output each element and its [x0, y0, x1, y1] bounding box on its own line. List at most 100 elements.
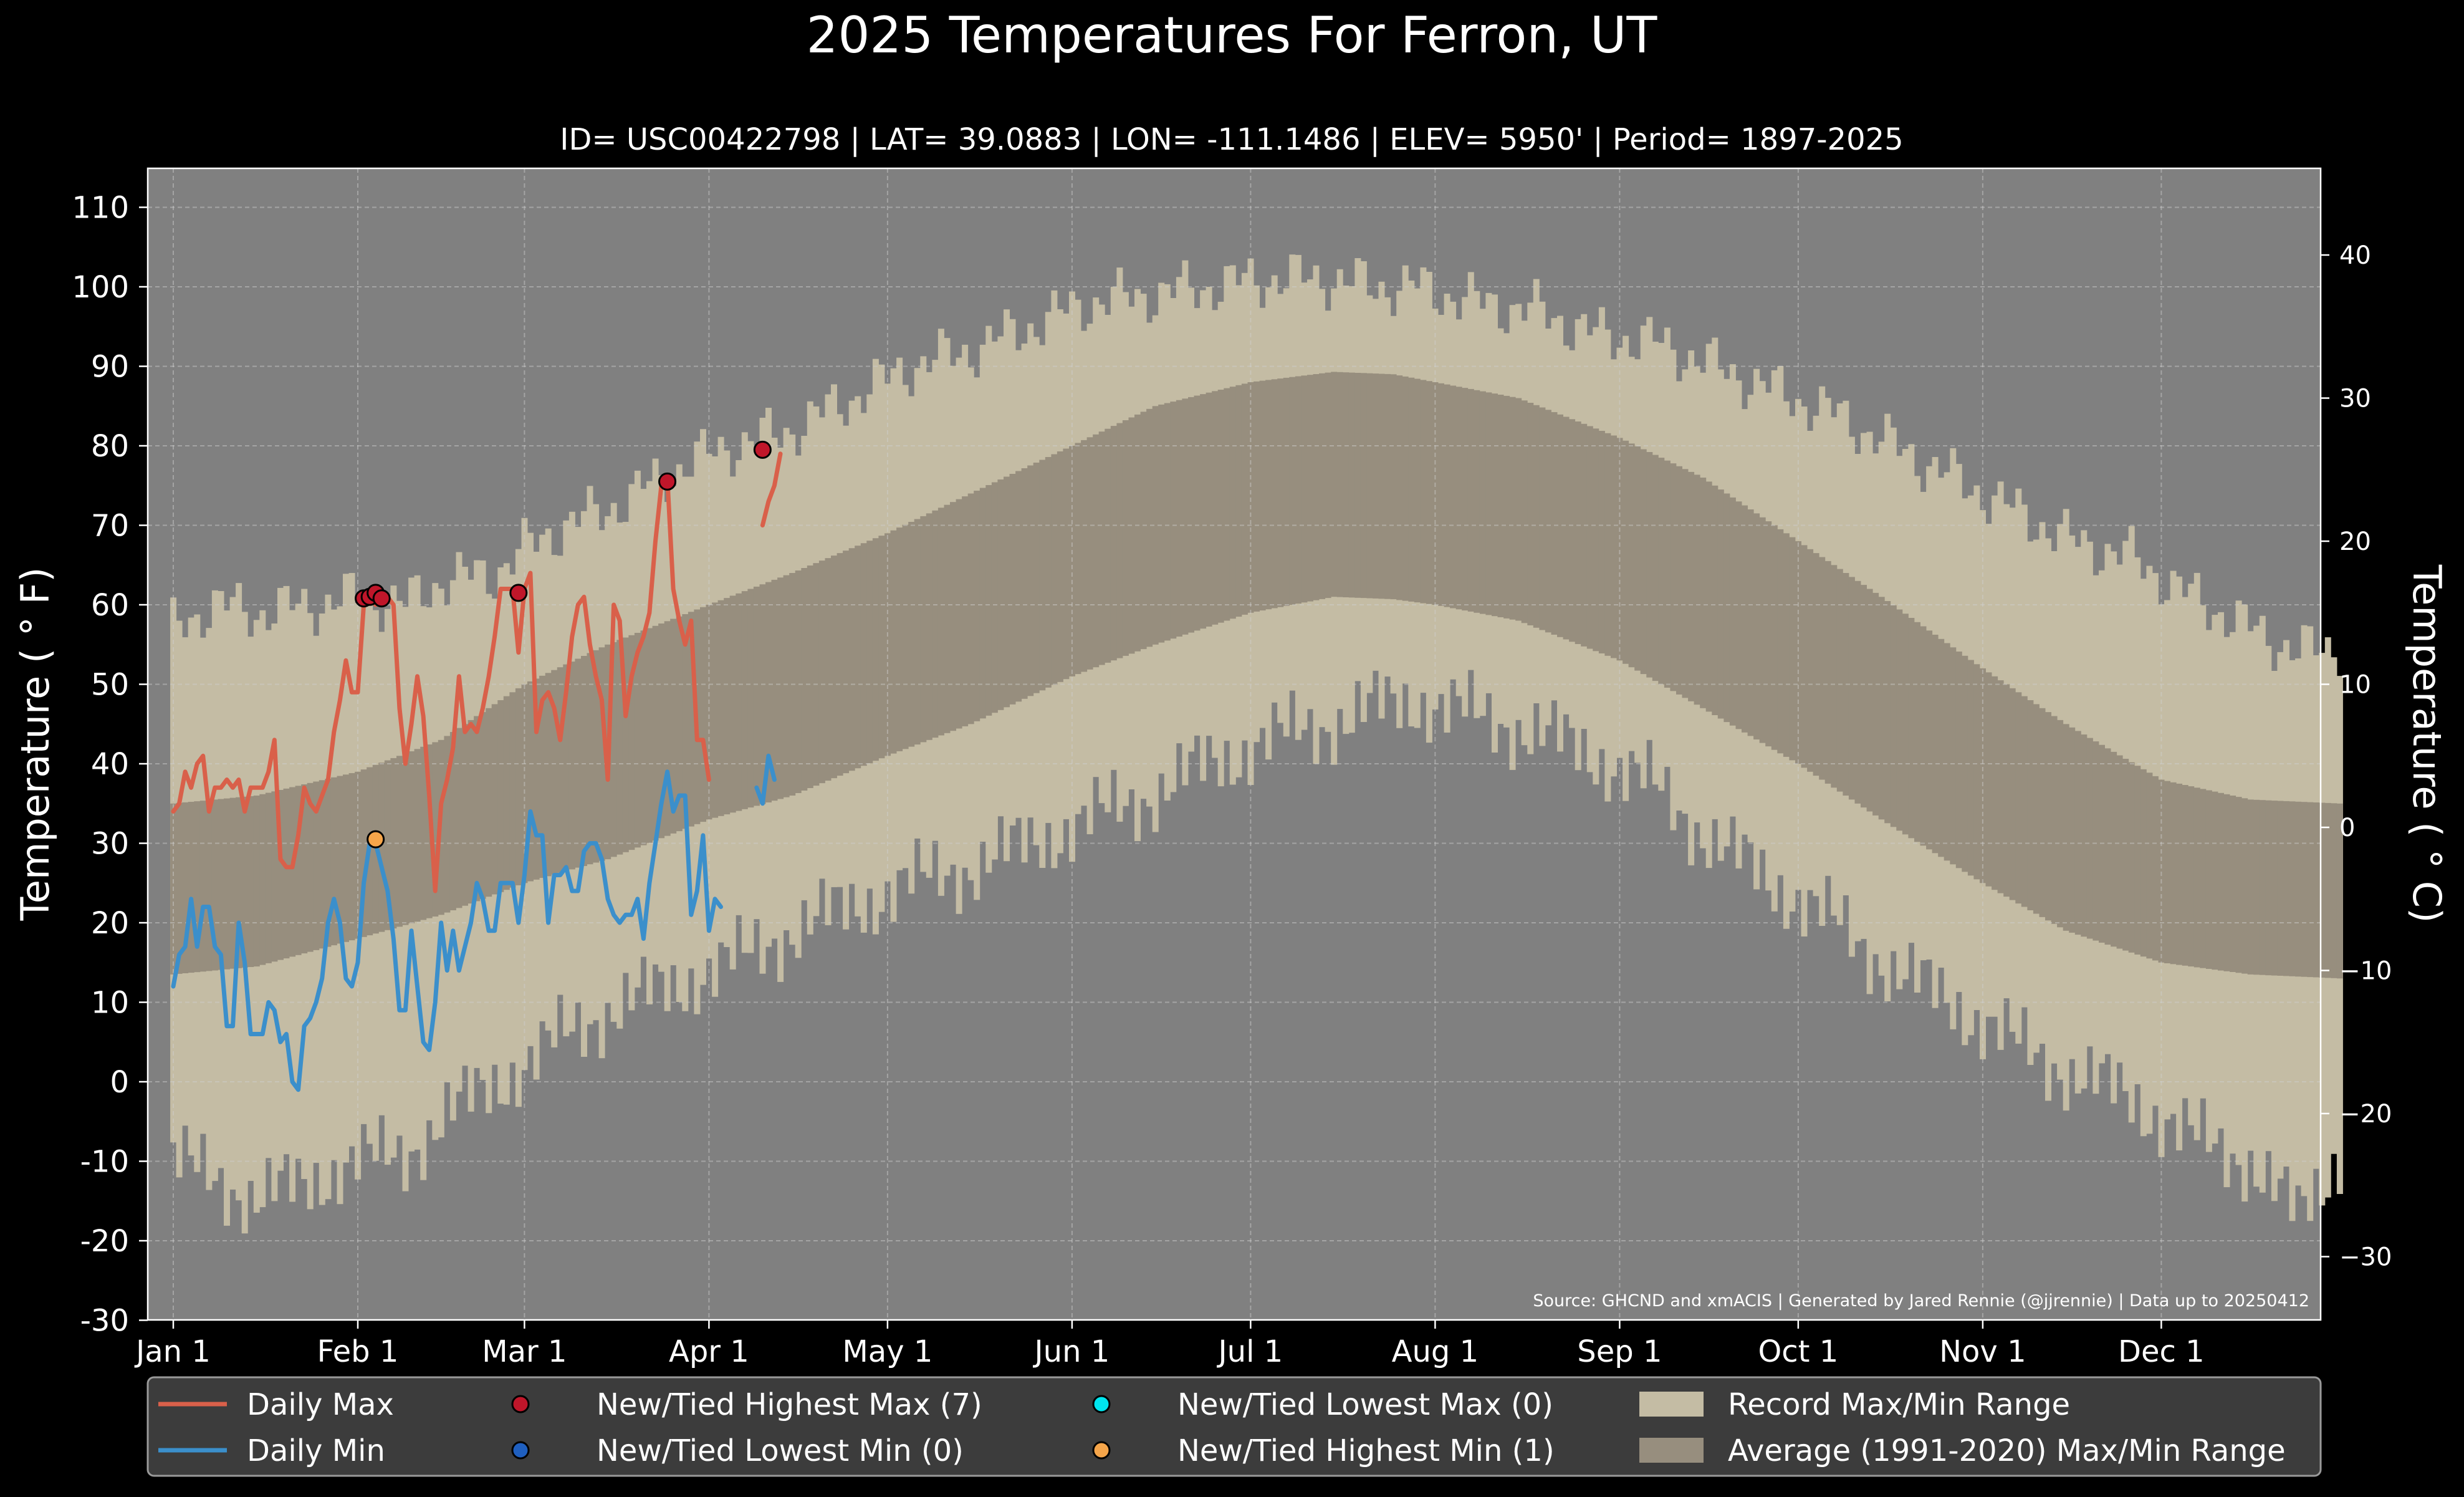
normal-range-bar [1235, 385, 1242, 617]
normal-range-bar [229, 797, 236, 969]
y2-tick-label: 40 [2339, 241, 2371, 270]
normal-range-bar [1694, 474, 1700, 705]
x-tick-label: Oct 1 [1758, 1334, 1838, 1369]
normal-range-bar [247, 796, 254, 967]
normal-range-bar [265, 792, 272, 963]
y-tick-label: 90 [91, 350, 129, 385]
normal-range-bar [2158, 779, 2165, 963]
normal-range-bar [2063, 724, 2069, 931]
normal-range-bar [1492, 393, 1498, 617]
source-note: Source: GHCND and xmACIS | Generated by … [1533, 1291, 2309, 1311]
normal-range-bar [1313, 374, 1320, 600]
normal-range-bar [575, 658, 582, 868]
normal-range-bar [241, 796, 248, 968]
normal-range-bar [1033, 463, 1040, 693]
normal-range-bar [1289, 377, 1296, 605]
normal-range-bar [1021, 468, 1028, 699]
normal-range-bar [985, 485, 992, 716]
normal-range-bar [2188, 786, 2195, 967]
normal-range-bar [2009, 688, 2016, 900]
normal-range-bar [176, 802, 183, 974]
normal-range-bar [2277, 801, 2284, 976]
normal-range-bar [1557, 414, 1563, 637]
normal-range-bar [432, 742, 439, 917]
normal-range-bar [1902, 614, 1909, 835]
normal-range-bar [1224, 388, 1230, 621]
x-tick-label: May 1 [842, 1334, 932, 1369]
normal-range-bar [2057, 720, 2064, 928]
normal-range-bar [1795, 541, 1801, 764]
normal-range-bar [1015, 471, 1022, 702]
normal-range-bar [1301, 375, 1308, 603]
normal-range-bar [634, 633, 641, 848]
legend-label: Average (1991-2020) Max/Min Range [1728, 1433, 2286, 1468]
normal-range-bar [1164, 403, 1171, 641]
normal-range-bar [1664, 460, 1671, 688]
normal-range-bar [1420, 380, 1427, 604]
normal-range-bar [884, 533, 891, 756]
normal-range-bar [1789, 537, 1796, 761]
normal-range-bar [1890, 605, 1897, 827]
x-tick-label: Jul 1 [1217, 1334, 1283, 1369]
normal-range-bar [700, 607, 706, 822]
normal-range-bar [1712, 485, 1719, 715]
normal-range-bar [283, 788, 290, 959]
normal-range-bar [1807, 549, 1814, 772]
normal-range-bar [807, 566, 813, 788]
normal-range-bar [1200, 394, 1207, 629]
y-axis-label: Temperature ( ° F) [12, 567, 58, 922]
normal-range-bar [771, 579, 778, 801]
normal-range-bar [2289, 801, 2296, 976]
normal-range-bar [539, 675, 546, 878]
normal-range-bar [456, 728, 463, 908]
y2-tick-label: −30 [2339, 1243, 2392, 1272]
normal-range-bar [1777, 529, 1784, 754]
normal-range-bar [355, 771, 362, 939]
legend-label: New/Tied Highest Min (1) [1177, 1433, 1555, 1468]
normal-range-bar [2074, 731, 2081, 935]
normal-range-bar [2259, 800, 2266, 975]
normal-range-bar [568, 662, 575, 870]
y-tick-label: -10 [80, 1145, 129, 1180]
normal-range-bar [2027, 700, 2034, 910]
normal-range-bar [2033, 704, 2040, 914]
normal-range-bar [747, 589, 754, 808]
normal-range-bar [1759, 517, 1766, 743]
y2-tick-label: 10 [2339, 671, 2371, 700]
normal-range-bar [1069, 446, 1075, 676]
record-high-max-point [658, 472, 677, 491]
normal-range-bar [1586, 426, 1593, 649]
legend-label: New/Tied Lowest Min (0) [597, 1433, 964, 1468]
normal-range-bar [1122, 420, 1129, 656]
normal-range-bar [1170, 402, 1177, 639]
x-tick-label: Feb 1 [317, 1334, 399, 1369]
legend: Daily Max New/Tied Highest Max (7) New/Tie… [146, 1376, 2322, 1477]
normal-range-bar [1831, 565, 1838, 788]
normal-range-bar [1247, 382, 1254, 613]
normal-range-bar [1254, 381, 1260, 612]
normal-range-bars [170, 372, 2343, 979]
normal-range-bar [1765, 521, 1772, 747]
normal-range-bar [319, 780, 325, 949]
normal-range-bar [1509, 397, 1516, 620]
normal-range-bar [1128, 417, 1135, 654]
normal-range-bar [640, 630, 647, 845]
normal-range-bar [1271, 379, 1278, 609]
x-tick-label: Nov 1 [1939, 1334, 2026, 1369]
normal-range-bar [1098, 431, 1105, 665]
normal-range-bar [1426, 381, 1432, 604]
normal-range-bar [2301, 802, 2308, 977]
normal-range-bar [1093, 434, 1100, 668]
normal-range-bar [1319, 373, 1326, 599]
x-tick-label: Jun 1 [1033, 1334, 1110, 1369]
normal-range-bar [1652, 455, 1659, 681]
legend-dot-swatch [511, 1441, 530, 1460]
normal-range-bar [2164, 781, 2170, 963]
normal-range-bar [1444, 384, 1450, 607]
normal-range-bar [2015, 692, 2022, 904]
normal-range-bar [950, 502, 956, 731]
normal-range-bar [206, 800, 213, 971]
normal-range-bar [313, 781, 320, 950]
normal-range-bar [1914, 622, 1920, 842]
normal-range-bar [2205, 790, 2212, 969]
